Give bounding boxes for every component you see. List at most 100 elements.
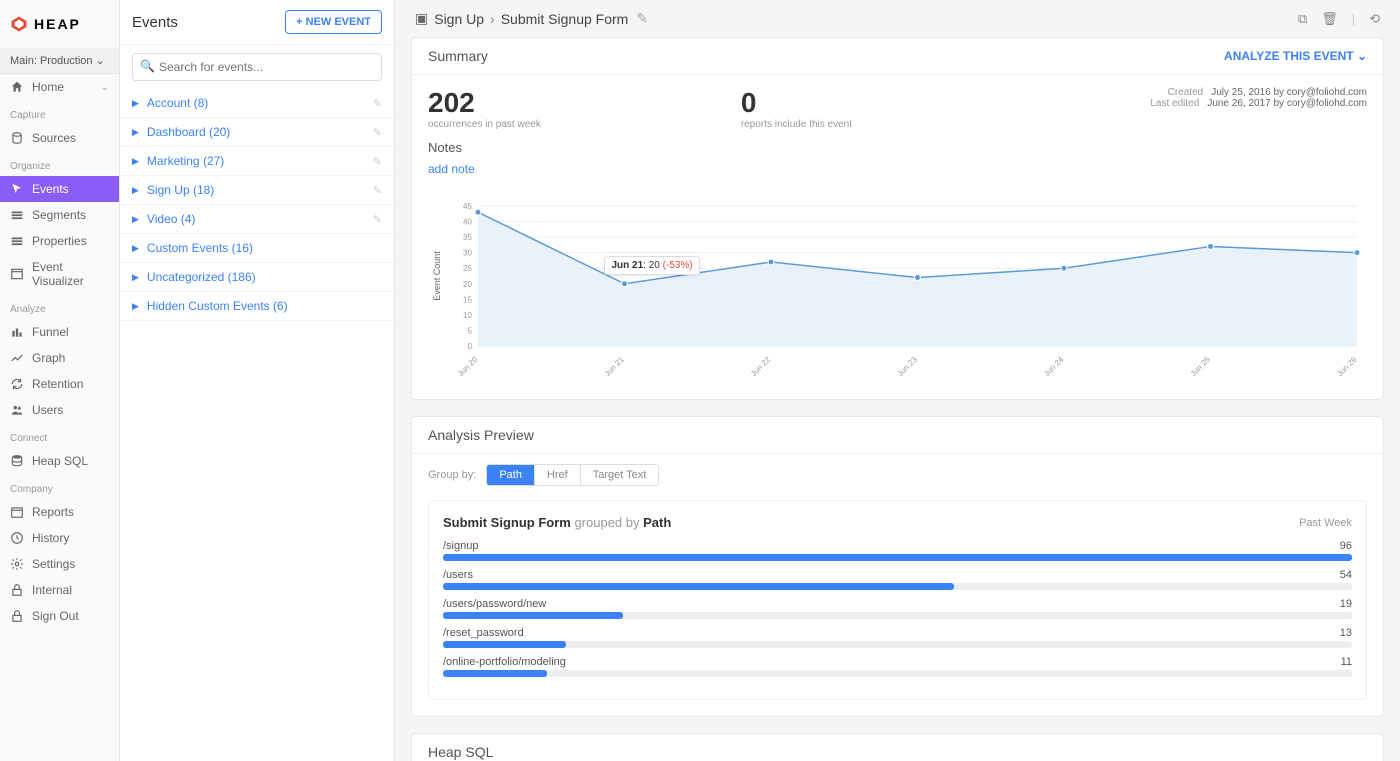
users-icon bbox=[10, 403, 24, 417]
nav-item-event-visualizer[interactable]: Event Visualizer bbox=[0, 254, 119, 294]
copy-icon[interactable]: ⧉ bbox=[1298, 11, 1307, 27]
caret-right-icon: ▶ bbox=[132, 98, 139, 109]
edit-title-icon[interactable]: ✎ bbox=[636, 10, 648, 27]
caret-right-icon: ▶ bbox=[132, 156, 139, 167]
category-row[interactable]: ▶Dashboard (20)✎ bbox=[120, 118, 394, 147]
caret-right-icon: ▶ bbox=[132, 214, 139, 225]
groupby-path[interactable]: Path bbox=[487, 465, 535, 485]
events-panel: Events + NEW EVENT 🔍 ▶Account (8)✎▶Dashb… bbox=[120, 0, 395, 761]
svg-text:20: 20 bbox=[463, 280, 472, 289]
pencil-icon[interactable]: ✎ bbox=[373, 155, 382, 168]
caret-right-icon: ▶ bbox=[132, 185, 139, 196]
groupby-buttons: PathHrefTarget Text bbox=[486, 464, 659, 486]
caret-right-icon: ▶ bbox=[132, 272, 139, 283]
main-content: ▣ Sign Up › Submit Signup Form ✎ ⧉ 🗑 | ⟲… bbox=[395, 0, 1400, 761]
bars-icon bbox=[10, 325, 24, 339]
pencil-icon[interactable]: ✎ bbox=[373, 213, 382, 226]
stat-reports-value: 0 bbox=[741, 87, 852, 119]
analysis-period: Past Week bbox=[1299, 517, 1352, 529]
nav-section-header: Connect bbox=[0, 423, 119, 448]
stat-occurrences-value: 202 bbox=[428, 87, 541, 119]
breadcrumb-current: Submit Signup Form bbox=[501, 11, 629, 27]
nav-section-header: Company bbox=[0, 474, 119, 499]
heap-sql-card: Heap SQL sign_up_submit_signup Last sync… bbox=[411, 733, 1384, 761]
nav-item-funnel[interactable]: Funnel bbox=[0, 319, 119, 345]
logo: HEAP bbox=[0, 0, 119, 48]
search-icon: 🔍 bbox=[140, 59, 155, 73]
analysis-bar-row: /users/password/new19 bbox=[443, 598, 1352, 619]
nav-item-sign-out[interactable]: Sign Out bbox=[0, 603, 119, 629]
stat-reports-label: reports include this event bbox=[741, 119, 852, 130]
category-row[interactable]: ▶Sign Up (18)✎ bbox=[120, 176, 394, 205]
refresh-icon[interactable]: ⟲ bbox=[1369, 11, 1380, 27]
svg-text:5: 5 bbox=[468, 326, 473, 335]
nav-home[interactable]: Home ⌄ bbox=[0, 74, 119, 100]
logo-text: HEAP bbox=[34, 16, 81, 32]
nav-item-events[interactable]: Events bbox=[0, 176, 119, 202]
nav-item-segments[interactable]: Segments bbox=[0, 202, 119, 228]
category-row[interactable]: ▶Account (8)✎ bbox=[120, 89, 394, 118]
nav-item-properties[interactable]: Properties bbox=[0, 228, 119, 254]
analyze-event-link[interactable]: ANALYZE THIS EVENT ⌄ bbox=[1224, 49, 1367, 63]
caret-right-icon: ▶ bbox=[132, 301, 139, 312]
nav-item-sources[interactable]: Sources bbox=[0, 125, 119, 151]
groupby-target-text[interactable]: Target Text bbox=[581, 465, 659, 485]
category-row[interactable]: ▶Video (4)✎ bbox=[120, 205, 394, 234]
delete-icon[interactable]: 🗑 bbox=[1321, 11, 1338, 27]
pencil-icon[interactable]: ✎ bbox=[373, 97, 382, 110]
nav-item-heap-sql[interactable]: Heap SQL bbox=[0, 448, 119, 474]
lock-icon bbox=[10, 609, 24, 623]
analysis-bar-row: /reset_password13 bbox=[443, 627, 1352, 648]
form-icon: ▣ bbox=[415, 10, 428, 27]
category-row[interactable]: ▶Custom Events (16) bbox=[120, 234, 394, 263]
refresh-icon bbox=[10, 377, 24, 391]
home-icon bbox=[10, 80, 24, 94]
breadcrumb: ▣ Sign Up › Submit Signup Form ✎ bbox=[415, 10, 648, 27]
window-icon bbox=[10, 267, 24, 281]
groupby-href[interactable]: Href bbox=[535, 465, 581, 485]
svg-text:Jun 21: Jun 21 bbox=[603, 355, 627, 376]
pencil-icon[interactable]: ✎ bbox=[373, 126, 382, 139]
gear-icon bbox=[10, 557, 24, 571]
add-note-link[interactable]: add note bbox=[428, 162, 475, 176]
svg-text:30: 30 bbox=[463, 249, 472, 258]
nav: Home ⌄ CaptureSourcesOrganizeEventsSegme… bbox=[0, 74, 119, 761]
nav-item-internal[interactable]: Internal bbox=[0, 577, 119, 603]
category-list: ▶Account (8)✎▶Dashboard (20)✎▶Marketing … bbox=[120, 89, 394, 761]
clock-icon bbox=[10, 531, 24, 545]
lock-icon bbox=[10, 583, 24, 597]
svg-text:10: 10 bbox=[463, 311, 472, 320]
category-row[interactable]: ▶Uncategorized (186) bbox=[120, 263, 394, 292]
analysis-preview-card: Analysis Preview Group by: PathHrefTarge… bbox=[411, 416, 1384, 717]
pencil-icon[interactable]: ✎ bbox=[373, 184, 382, 197]
analysis-bar-row: /users54 bbox=[443, 569, 1352, 590]
category-row[interactable]: ▶Hidden Custom Events (6) bbox=[120, 292, 394, 321]
nav-section-header: Capture bbox=[0, 100, 119, 125]
nav-item-users[interactable]: Users bbox=[0, 397, 119, 423]
heap-logo-icon bbox=[10, 15, 28, 33]
project-selector[interactable]: Main: Production ⌄ bbox=[0, 48, 119, 74]
nav-item-settings[interactable]: Settings bbox=[0, 551, 119, 577]
svg-text:0: 0 bbox=[468, 342, 473, 351]
groupby-label: Group by: bbox=[428, 469, 476, 481]
breadcrumb-parent[interactable]: Sign Up bbox=[434, 11, 484, 27]
caret-right-icon: ▶ bbox=[132, 243, 139, 254]
nav-item-reports[interactable]: Reports bbox=[0, 499, 119, 525]
svg-text:Jun 23: Jun 23 bbox=[896, 355, 920, 376]
cal-icon bbox=[10, 505, 24, 519]
db-icon bbox=[10, 454, 24, 468]
nav-item-graph[interactable]: Graph bbox=[0, 345, 119, 371]
category-row[interactable]: ▶Marketing (27)✎ bbox=[120, 147, 394, 176]
nav-section-header: Organize bbox=[0, 151, 119, 176]
svg-text:Event Count: Event Count bbox=[432, 251, 442, 301]
search-input[interactable] bbox=[132, 53, 382, 81]
nav-item-history[interactable]: History bbox=[0, 525, 119, 551]
stack-icon bbox=[10, 234, 24, 248]
nav-item-retention[interactable]: Retention bbox=[0, 371, 119, 397]
svg-text:Jun 22: Jun 22 bbox=[749, 355, 773, 376]
svg-text:15: 15 bbox=[463, 295, 472, 304]
svg-text:Jun 24: Jun 24 bbox=[1042, 355, 1066, 376]
new-event-button[interactable]: + NEW EVENT bbox=[285, 10, 382, 34]
meta-info: CreatedJuly 25, 2016 by cory@foliohd.com… bbox=[1150, 87, 1367, 130]
svg-text:40: 40 bbox=[463, 218, 472, 227]
